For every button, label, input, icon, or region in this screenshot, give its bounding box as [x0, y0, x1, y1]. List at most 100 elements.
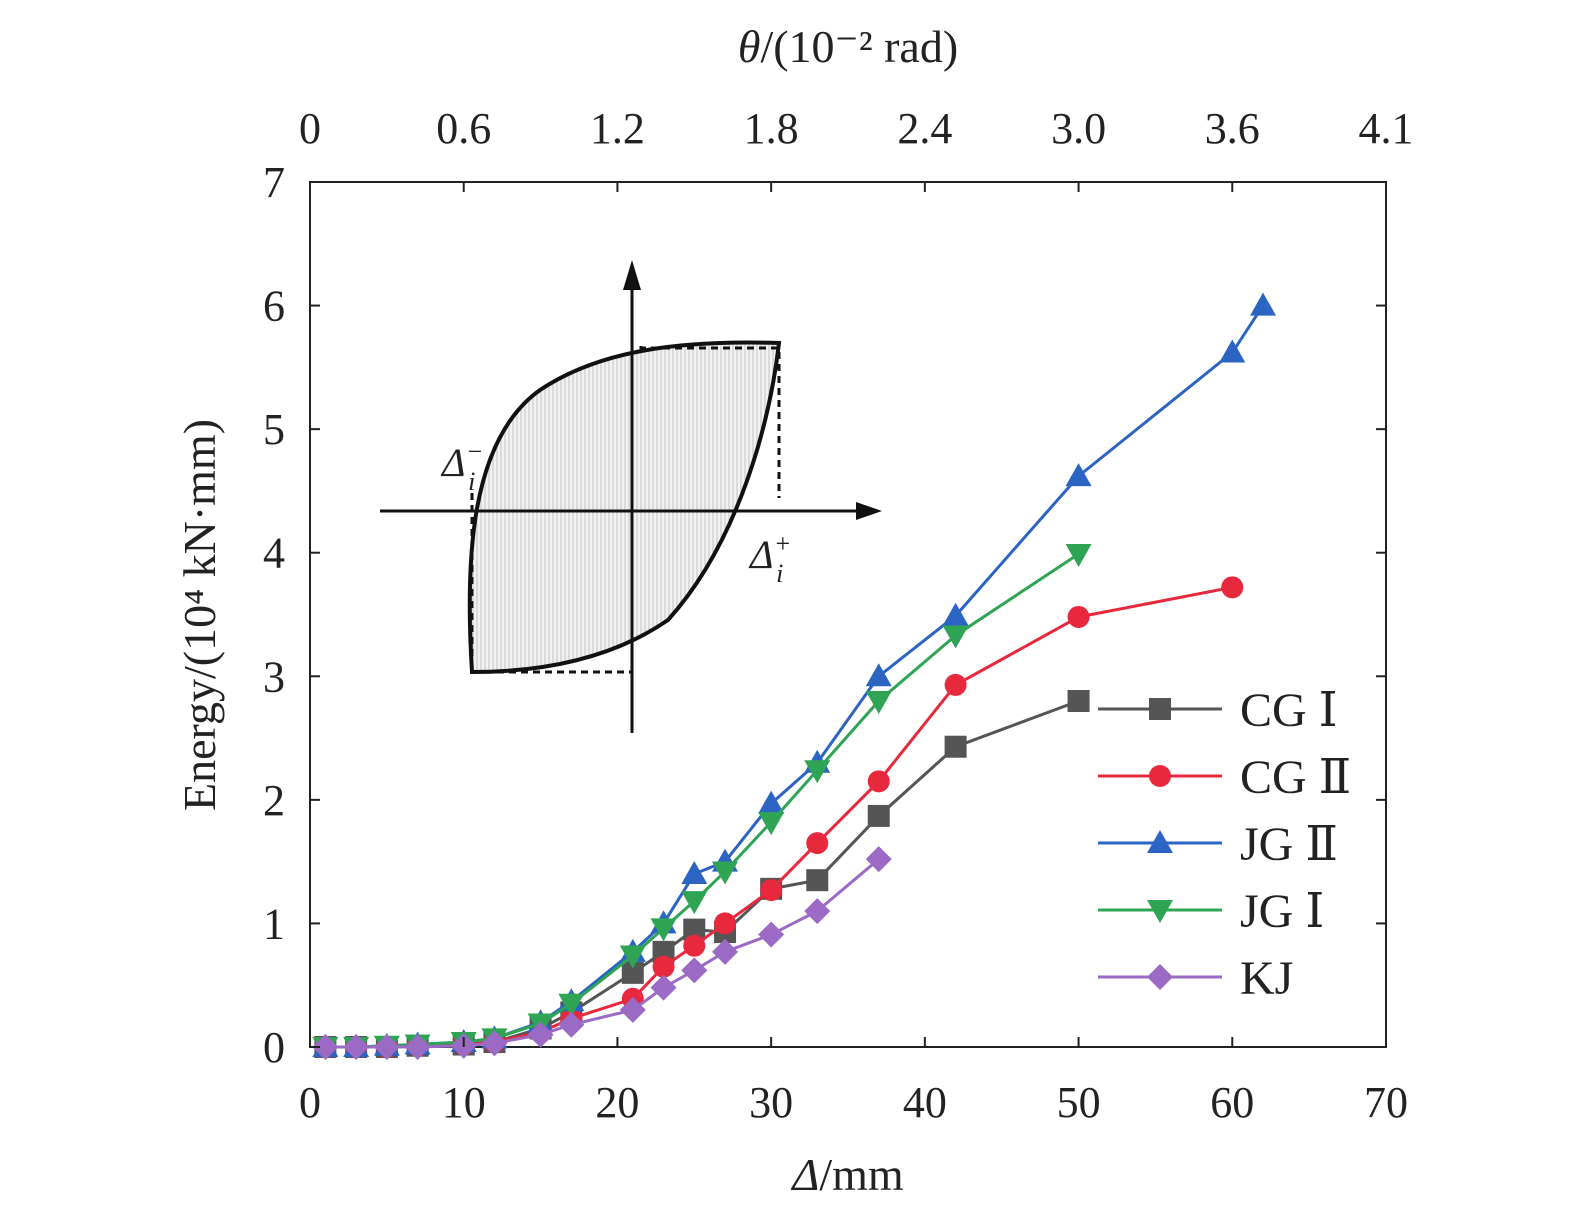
data-point — [865, 663, 892, 687]
series-line — [325, 858, 880, 1049]
data-point — [712, 938, 739, 965]
arrow-right-icon — [856, 502, 882, 520]
data-point — [681, 861, 708, 884]
data-point — [804, 898, 831, 925]
top-tick-label: 1.2 — [590, 104, 645, 153]
envelope-dashed-top — [639, 346, 781, 498]
data-point — [683, 918, 706, 941]
x-tick-label: 10 — [442, 1078, 486, 1127]
data-point — [1065, 543, 1092, 567]
data-point — [867, 770, 890, 793]
y-tick-label: 1 — [263, 899, 285, 948]
data-point — [944, 735, 967, 758]
ticks-layer: 0 10 20 30 40 50 60 70 0 0.6 1.2 1.8 2.4 3.0 3.6 4.1 0 1 2… — [263, 104, 1414, 1127]
data-point — [681, 891, 708, 915]
x-tick-label: 60 — [1210, 1078, 1254, 1127]
data-point — [652, 955, 675, 978]
data-point — [758, 921, 785, 948]
legend-item: CG Ⅰ — [1098, 684, 1338, 737]
data-point — [650, 918, 677, 942]
data-point — [621, 961, 644, 984]
data-point — [942, 602, 969, 626]
data-point — [481, 1030, 508, 1057]
x-tick-label: 30 — [749, 1078, 793, 1127]
data-point — [683, 934, 706, 957]
data-point — [681, 957, 708, 984]
data-point — [758, 790, 785, 814]
data-point — [527, 1021, 554, 1048]
x-tick-label: 0 — [299, 1078, 321, 1127]
top-tick-label: 4.1 — [1359, 104, 1414, 153]
data-point — [1065, 463, 1092, 487]
x-tick-label: 20 — [595, 1078, 639, 1127]
legend-label: CG Ⅰ — [1240, 684, 1338, 737]
data-point — [760, 879, 783, 902]
x-tick-label: 40 — [903, 1078, 947, 1127]
legend-label: JG Ⅰ — [1240, 885, 1324, 938]
legend-label: JG Ⅱ — [1240, 818, 1338, 871]
series-5 — [312, 846, 892, 1060]
data-point — [650, 974, 677, 1001]
top-tick-label: 0.6 — [436, 104, 491, 153]
inset-label-delta-plus: Δ+ i — [748, 529, 790, 588]
data-point — [1067, 690, 1090, 712]
data-point — [942, 625, 969, 649]
plot-frame — [309, 181, 1387, 1048]
data-point — [867, 804, 890, 827]
data-point — [944, 673, 967, 696]
legend-marker — [1149, 698, 1171, 720]
data-point — [712, 861, 739, 885]
legend-marker — [1147, 830, 1173, 853]
y-tick-label: 5 — [263, 405, 285, 454]
series-4 — [312, 543, 1092, 1060]
legend-item: KJ — [1098, 952, 1293, 1005]
x-tick-label: 70 — [1364, 1078, 1408, 1127]
legend-marker — [1147, 964, 1173, 990]
data-point — [1219, 339, 1246, 363]
data-point — [404, 1034, 431, 1060]
y-axis-title: Energy/(10⁴ kN·mm) — [174, 419, 225, 811]
data-point — [619, 945, 646, 969]
inset-hysteresis-diagram: Δ− i Δ+ i — [380, 260, 882, 733]
y-tick-label: 2 — [263, 776, 285, 825]
top-tick-label: 3.6 — [1205, 104, 1260, 153]
data-point — [373, 1034, 400, 1060]
legend-item: JG Ⅱ — [1098, 818, 1338, 871]
data-point — [806, 869, 829, 892]
legend-marker — [1149, 765, 1171, 787]
data-point — [1221, 576, 1244, 599]
legend-item: JG Ⅰ — [1098, 885, 1324, 938]
data-point — [804, 760, 831, 784]
y-tick-label: 3 — [263, 652, 285, 701]
y-tick-label: 0 — [263, 1023, 285, 1072]
data-point — [1067, 605, 1090, 628]
data-point — [558, 1011, 585, 1038]
x-axis-title: Δ/mm — [790, 1149, 904, 1200]
data-point — [619, 996, 646, 1023]
data-point — [558, 993, 585, 1017]
arrow-up-icon — [623, 260, 641, 290]
series-layer — [312, 292, 1277, 1060]
y-tick-label: 4 — [263, 529, 285, 578]
top-axis-title: θ/(10⁻² rad) — [738, 21, 958, 72]
series-3 — [312, 292, 1277, 1057]
data-point — [343, 1034, 370, 1060]
data-point — [758, 812, 785, 836]
y-tick-label: 7 — [263, 158, 285, 207]
legend-label: KJ — [1240, 952, 1293, 1005]
data-point — [865, 691, 892, 714]
series-line — [325, 304, 1265, 1049]
legend-marker — [1147, 900, 1173, 923]
hysteresis-loop — [467, 340, 782, 675]
top-tick-label: 1.8 — [744, 104, 799, 153]
data-point — [312, 1034, 339, 1060]
top-tick-label: 2.4 — [897, 104, 952, 153]
x-tick-label: 50 — [1057, 1078, 1101, 1127]
inset-label-delta-minus: Δ− i — [440, 437, 482, 496]
top-tick-label: 0 — [299, 104, 321, 153]
data-point — [806, 832, 829, 855]
top-tick-label: 3.0 — [1051, 104, 1106, 153]
series-1 — [314, 690, 1090, 1058]
data-point — [1250, 292, 1277, 316]
